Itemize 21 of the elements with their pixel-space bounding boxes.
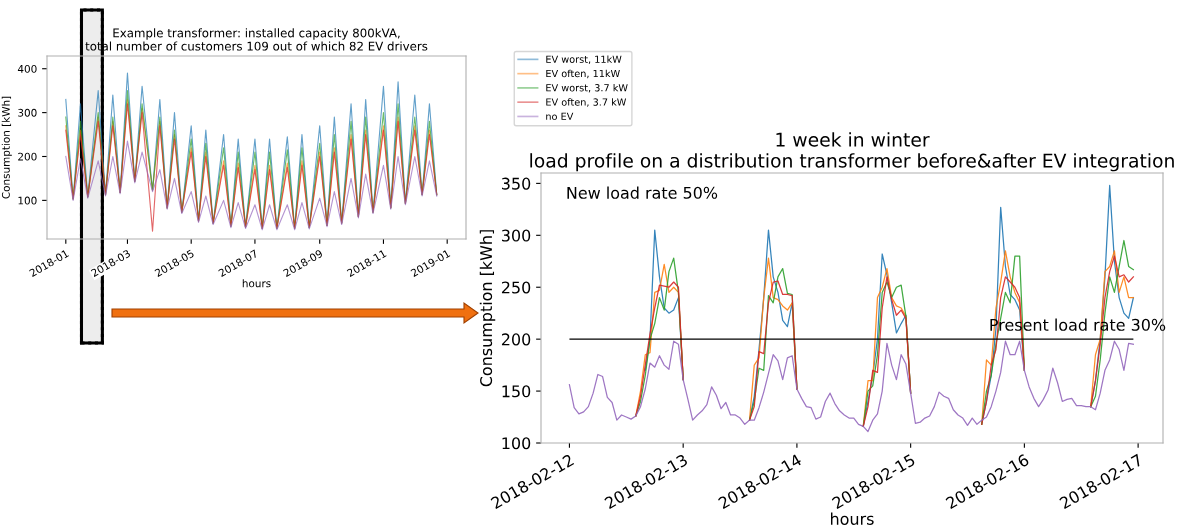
legend-label: EV often, 11kW	[546, 69, 620, 79]
x-axis-title: hours	[242, 279, 271, 288]
legend-label: EV worst, 3.7 kW	[546, 83, 628, 93]
y-tick-label: 150	[502, 385, 531, 398]
legend-label: EV worst, 11kW	[546, 55, 622, 64]
y-tick-label: 100	[502, 437, 531, 450]
x-axis-title: hours	[831, 512, 874, 525]
y-tick-label: 100	[18, 196, 37, 205]
y-axis-title: Consumption [kWh]	[1, 96, 12, 199]
legend-label: no EV	[546, 112, 574, 120]
chart-title: 1 week in winter load profile on a distribution transformer before&after EV integration	[530, 132, 1174, 172]
y-tick-label: 300	[502, 229, 531, 242]
y-axis-title: Consumption [kWh]	[479, 230, 496, 387]
annotation: New load rate 50%	[567, 186, 718, 199]
legend-label: EV often, 3.7 kW	[546, 98, 627, 107]
y-tick-label: 200	[18, 152, 37, 161]
y-tick-label: 350	[502, 177, 531, 190]
y-tick-label: 300	[18, 108, 37, 117]
y-tick-label: 250	[501, 281, 531, 294]
y-tick-label: 400	[17, 64, 37, 73]
y-tick-label: 200	[501, 333, 531, 346]
